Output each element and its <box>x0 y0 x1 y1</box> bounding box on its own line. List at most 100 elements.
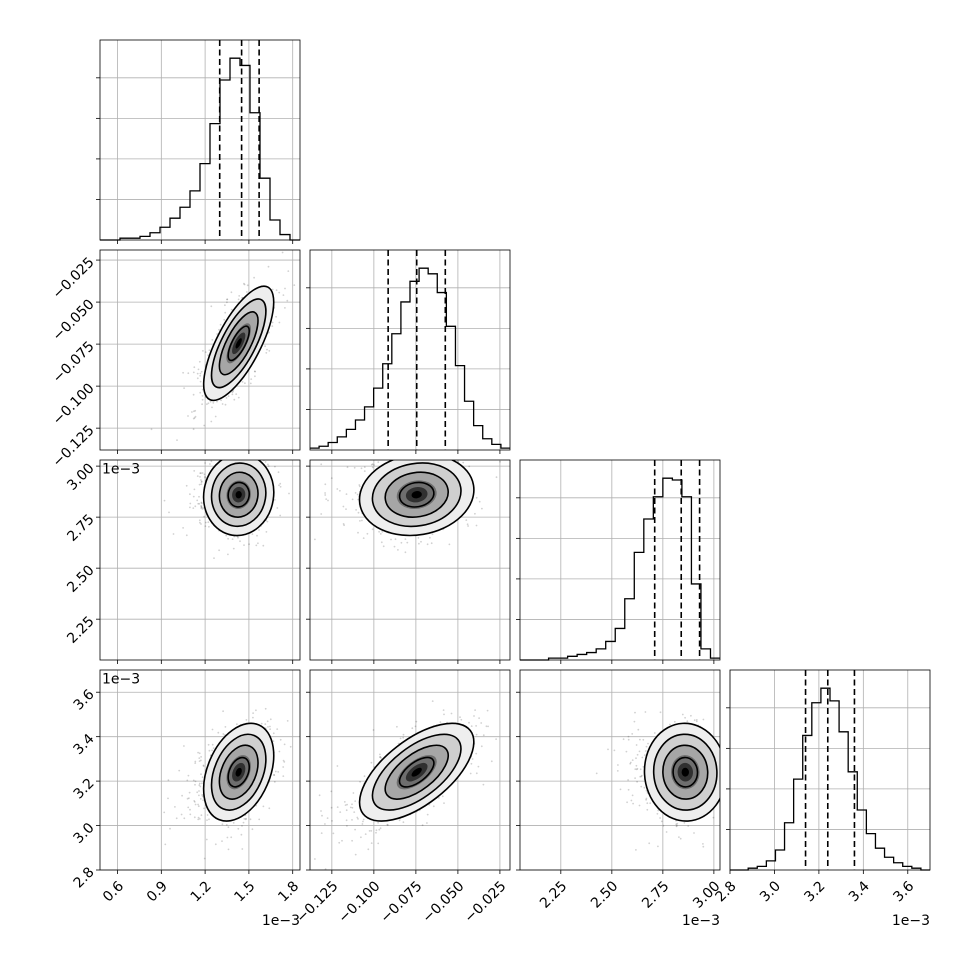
scatter-point <box>687 825 690 827</box>
scatter-point <box>183 745 185 747</box>
scatter-point <box>355 509 357 511</box>
scatter-point <box>358 485 361 488</box>
scatter-point <box>282 766 285 768</box>
scatter-point <box>187 806 190 809</box>
scatter-point <box>468 721 470 724</box>
scatter-point <box>429 536 431 539</box>
panel-frame <box>729 669 931 871</box>
scatter-point <box>727 759 729 761</box>
scatter-point <box>198 784 201 786</box>
scatter-point <box>236 455 238 457</box>
histogram-panel-2 <box>516 459 721 664</box>
scatter-point <box>282 775 285 777</box>
scatter-point <box>200 479 202 481</box>
scatter-point <box>320 832 323 834</box>
scatter-point <box>366 532 369 535</box>
scatter-point <box>642 738 645 741</box>
scatter-point <box>490 760 493 763</box>
scatter-point <box>204 476 207 479</box>
scatter-point <box>351 803 353 806</box>
scatter-point <box>272 732 275 735</box>
scatter-point <box>386 823 389 826</box>
scatter-point <box>480 745 483 748</box>
scatter-point <box>314 538 316 541</box>
scatter-point <box>657 809 660 812</box>
scatter-point <box>636 767 639 770</box>
scatter-point <box>197 368 200 371</box>
scatter-point <box>206 819 208 821</box>
scatter-point <box>211 749 214 752</box>
density-fill-5 <box>411 491 422 499</box>
scatter-point <box>198 519 201 522</box>
scatter-point <box>629 761 632 764</box>
scatter-point <box>274 770 277 773</box>
scatter-point <box>168 511 170 514</box>
scatter-point <box>199 798 202 800</box>
scatter-point <box>616 770 619 772</box>
scatter-point <box>207 743 210 746</box>
scatter-point <box>185 534 188 537</box>
scatter-point <box>726 770 728 772</box>
scatter-point <box>202 765 205 767</box>
scatter-point <box>200 759 202 762</box>
scatter-point <box>361 519 363 522</box>
scatter-point <box>732 791 734 793</box>
scatter-point <box>199 521 201 524</box>
scatter-point <box>189 493 191 496</box>
scatter-point <box>379 756 381 759</box>
contour-line-0 <box>202 460 275 537</box>
scatter-point <box>431 533 434 536</box>
scatter-point <box>411 727 414 730</box>
scatter-point <box>202 764 205 767</box>
scatter-point <box>363 775 366 778</box>
scatter-point <box>344 804 347 806</box>
contour-line-2 <box>218 744 259 800</box>
scatter-point <box>253 370 256 373</box>
scatter-point <box>217 731 220 734</box>
scatter-point <box>264 461 267 463</box>
scatter-point <box>471 758 474 760</box>
scatter-point <box>197 502 200 505</box>
scatter-point <box>254 370 256 373</box>
scatter-point <box>235 393 238 395</box>
scatter-point <box>627 738 630 741</box>
scatter-point <box>264 345 266 348</box>
scatter-point <box>370 830 373 832</box>
scatter-point <box>368 830 371 832</box>
scatter-point <box>371 466 374 469</box>
scatter-point <box>402 821 405 824</box>
scatter-point <box>193 366 196 369</box>
scatter-point <box>636 780 638 783</box>
scatter-point <box>645 797 648 800</box>
scatter-point <box>241 825 243 827</box>
scatter-point <box>607 748 609 751</box>
scatter-point <box>495 738 497 740</box>
scatter-point <box>320 463 323 466</box>
scatter-point <box>475 733 478 736</box>
y-tick-label: 2.50 <box>64 563 97 596</box>
scatter-point <box>275 289 278 292</box>
scatter-point <box>377 821 379 824</box>
scatter-point <box>343 524 345 527</box>
scatter-point <box>421 824 424 827</box>
contour-line-2 <box>662 744 709 800</box>
scatter-point <box>643 754 646 756</box>
scatter-point <box>201 403 204 406</box>
histogram-panel-0 <box>96 39 301 244</box>
scatter-point <box>393 545 396 548</box>
contour-line-1 <box>210 298 267 389</box>
scatter-point <box>351 806 354 809</box>
y-tick-label: −0.050 <box>50 296 98 344</box>
scatter-point <box>375 829 378 832</box>
y-offset-label: 1e−3 <box>102 672 140 688</box>
scatter-point <box>358 441 360 443</box>
scatter-point <box>243 818 246 820</box>
scatter-point <box>203 857 206 860</box>
scatter-point <box>657 845 659 848</box>
scatter-point <box>196 791 199 794</box>
scatter-point <box>196 475 199 477</box>
scatter-point <box>724 742 726 744</box>
scatter-point <box>676 824 678 827</box>
scatter-point <box>742 743 744 745</box>
density-fill-5 <box>235 338 242 349</box>
